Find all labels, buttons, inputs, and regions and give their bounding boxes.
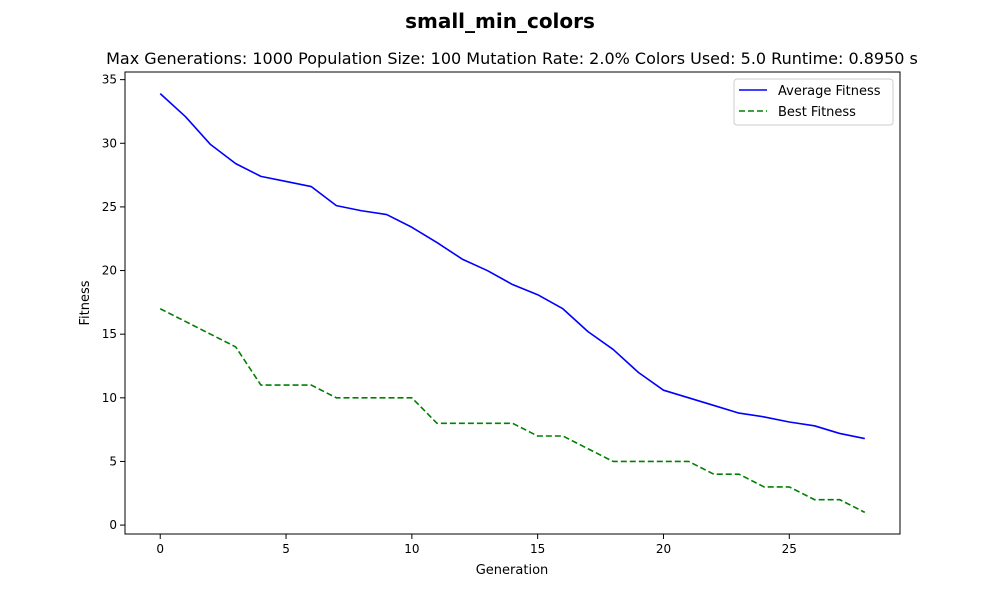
y-tick-label: 5 bbox=[109, 454, 117, 468]
x-tick-label: 25 bbox=[782, 542, 797, 556]
series-line-average-fitness bbox=[159, 93, 865, 440]
y-tick-label: 35 bbox=[102, 73, 117, 87]
y-tick-label: 15 bbox=[102, 327, 117, 341]
x-axis-label: Generation bbox=[476, 563, 549, 578]
x-tick-label: 0 bbox=[156, 542, 164, 556]
y-tick-label: 10 bbox=[102, 391, 117, 405]
legend-box bbox=[733, 78, 894, 126]
legend-label-average-fitness: Average Fitness bbox=[778, 84, 881, 99]
legend-label-best-fitness: Best Fitness bbox=[778, 105, 856, 120]
y-axis: 0 5 10 15 20 25 30 35 bbox=[102, 73, 125, 532]
y-tick-label: 20 bbox=[102, 264, 117, 278]
y-tick-label: 25 bbox=[102, 200, 117, 214]
series-lines bbox=[159, 93, 866, 514]
x-tick-label: 15 bbox=[530, 542, 545, 556]
x-tick-label: 10 bbox=[404, 542, 419, 556]
legend: Average Fitness Best Fitness bbox=[733, 78, 894, 126]
x-tick-label: 20 bbox=[656, 542, 671, 556]
chart-title: small_min_colors bbox=[405, 9, 595, 33]
chart-subtitle: Max Generations: 1000 Population Size: 1… bbox=[106, 49, 918, 68]
x-tick-label: 5 bbox=[282, 542, 290, 556]
plot-area bbox=[124, 71, 901, 535]
series-line-best-fitness bbox=[159, 308, 866, 514]
y-tick-label: 30 bbox=[102, 136, 117, 150]
y-axis-label: Fitness bbox=[78, 280, 93, 325]
y-tick-label: 0 bbox=[109, 518, 117, 532]
x-axis: 0 5 10 15 20 25 bbox=[156, 534, 797, 556]
